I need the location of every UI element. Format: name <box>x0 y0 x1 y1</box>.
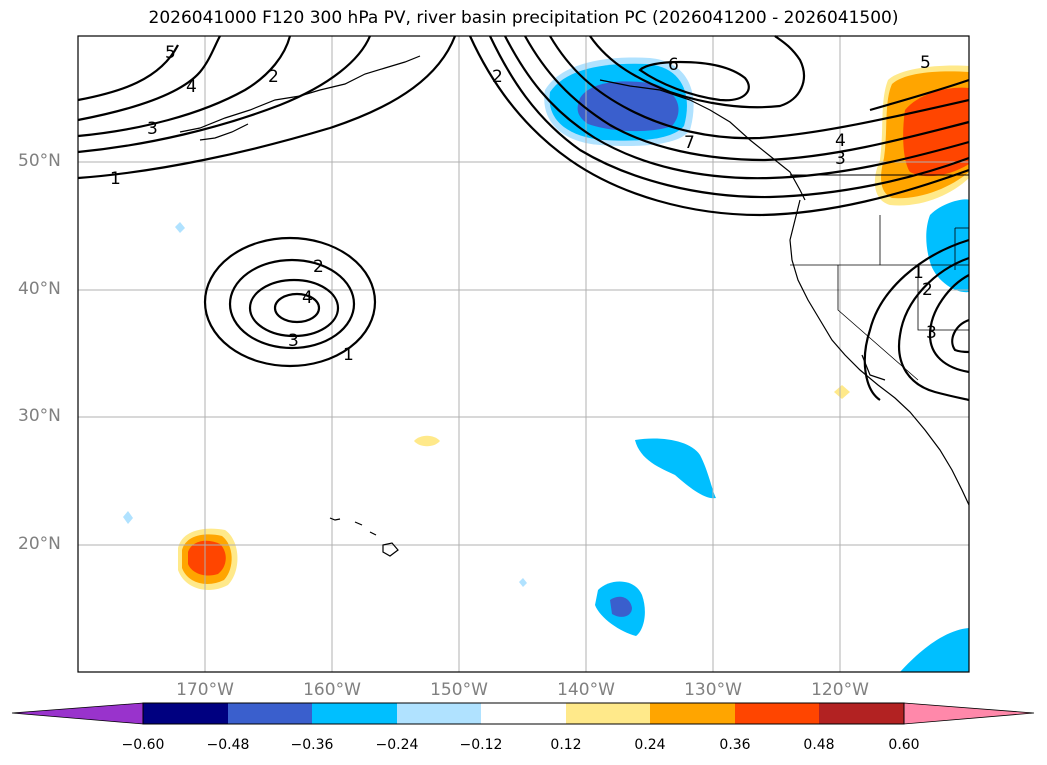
contour-label: 7 <box>684 133 695 153</box>
colorbar <box>11 702 1035 725</box>
colorbar-extend-high <box>903 702 1035 725</box>
lat-label: 30°N <box>18 406 61 426</box>
colorbar-bin <box>228 703 312 724</box>
contour-label: 3 <box>147 119 158 139</box>
contour-label: 4 <box>302 288 313 308</box>
lon-label: 160°W <box>303 680 361 700</box>
colorbar-tick-label: 0.60 <box>888 737 920 753</box>
colorbar-extend-low <box>11 702 144 725</box>
contour-label: 1 <box>110 169 121 189</box>
map-frame <box>77 35 970 673</box>
lon-label: 140°W <box>557 680 615 700</box>
contour-label: 2 <box>922 280 933 300</box>
contour-labels: 5 4 3 2 1 2 4 3 1 2 6 7 4 3 5 1 2 3 <box>110 43 937 365</box>
contour-label: 3 <box>835 149 846 169</box>
colorbar-tick-label: −0.60 <box>121 737 165 753</box>
colorbar-tick-label: −0.12 <box>459 737 503 753</box>
colorbar-bin <box>481 703 566 724</box>
colorbar-bin <box>819 703 904 724</box>
colorbar-tick-label: 0.48 <box>803 737 835 753</box>
colorbar-bin <box>143 703 228 724</box>
contour-label: 1 <box>913 263 924 283</box>
pv-contours <box>77 35 970 402</box>
lon-label: 130°W <box>684 680 742 700</box>
lat-label: 40°N <box>18 279 61 299</box>
map-title: 2026041000 F120 300 hPa PV, river basin … <box>148 8 899 28</box>
lon-label: 150°W <box>430 680 488 700</box>
contour-label: 6 <box>668 55 679 75</box>
contour-label: 4 <box>186 77 197 97</box>
graticule <box>78 36 969 672</box>
contour-label: 5 <box>920 53 931 73</box>
colorbar-bin <box>312 703 397 724</box>
lon-label: 120°W <box>811 680 869 700</box>
contour-label: 2 <box>492 67 503 87</box>
contour-label: 2 <box>268 67 279 87</box>
contour-label: 1 <box>343 345 354 365</box>
colorbar-bin <box>735 703 819 724</box>
colorbar-bin <box>397 703 481 724</box>
contour-label: 3 <box>288 331 299 351</box>
colorbar-tick-label: 0.12 <box>550 737 582 753</box>
contour-label: 4 <box>835 131 846 151</box>
colorbar-tick-label: −0.36 <box>290 737 334 753</box>
contour-label: 2 <box>313 257 324 277</box>
coastlines <box>179 55 970 557</box>
contour-label: 5 <box>165 43 176 63</box>
colorbar-bin <box>566 703 650 724</box>
lat-label: 50°N <box>18 151 61 171</box>
lat-label: 20°N <box>18 534 61 554</box>
colorbar-bin <box>650 703 735 724</box>
colorbar-tick-label: −0.48 <box>206 737 250 753</box>
colorbar-tick-label: 0.36 <box>719 737 751 753</box>
colorbar-tick-label: −0.24 <box>375 737 419 753</box>
lon-label: 170°W <box>176 680 234 700</box>
contour-label: 3 <box>926 323 937 343</box>
colorbar-tick-label: 0.24 <box>634 737 666 753</box>
